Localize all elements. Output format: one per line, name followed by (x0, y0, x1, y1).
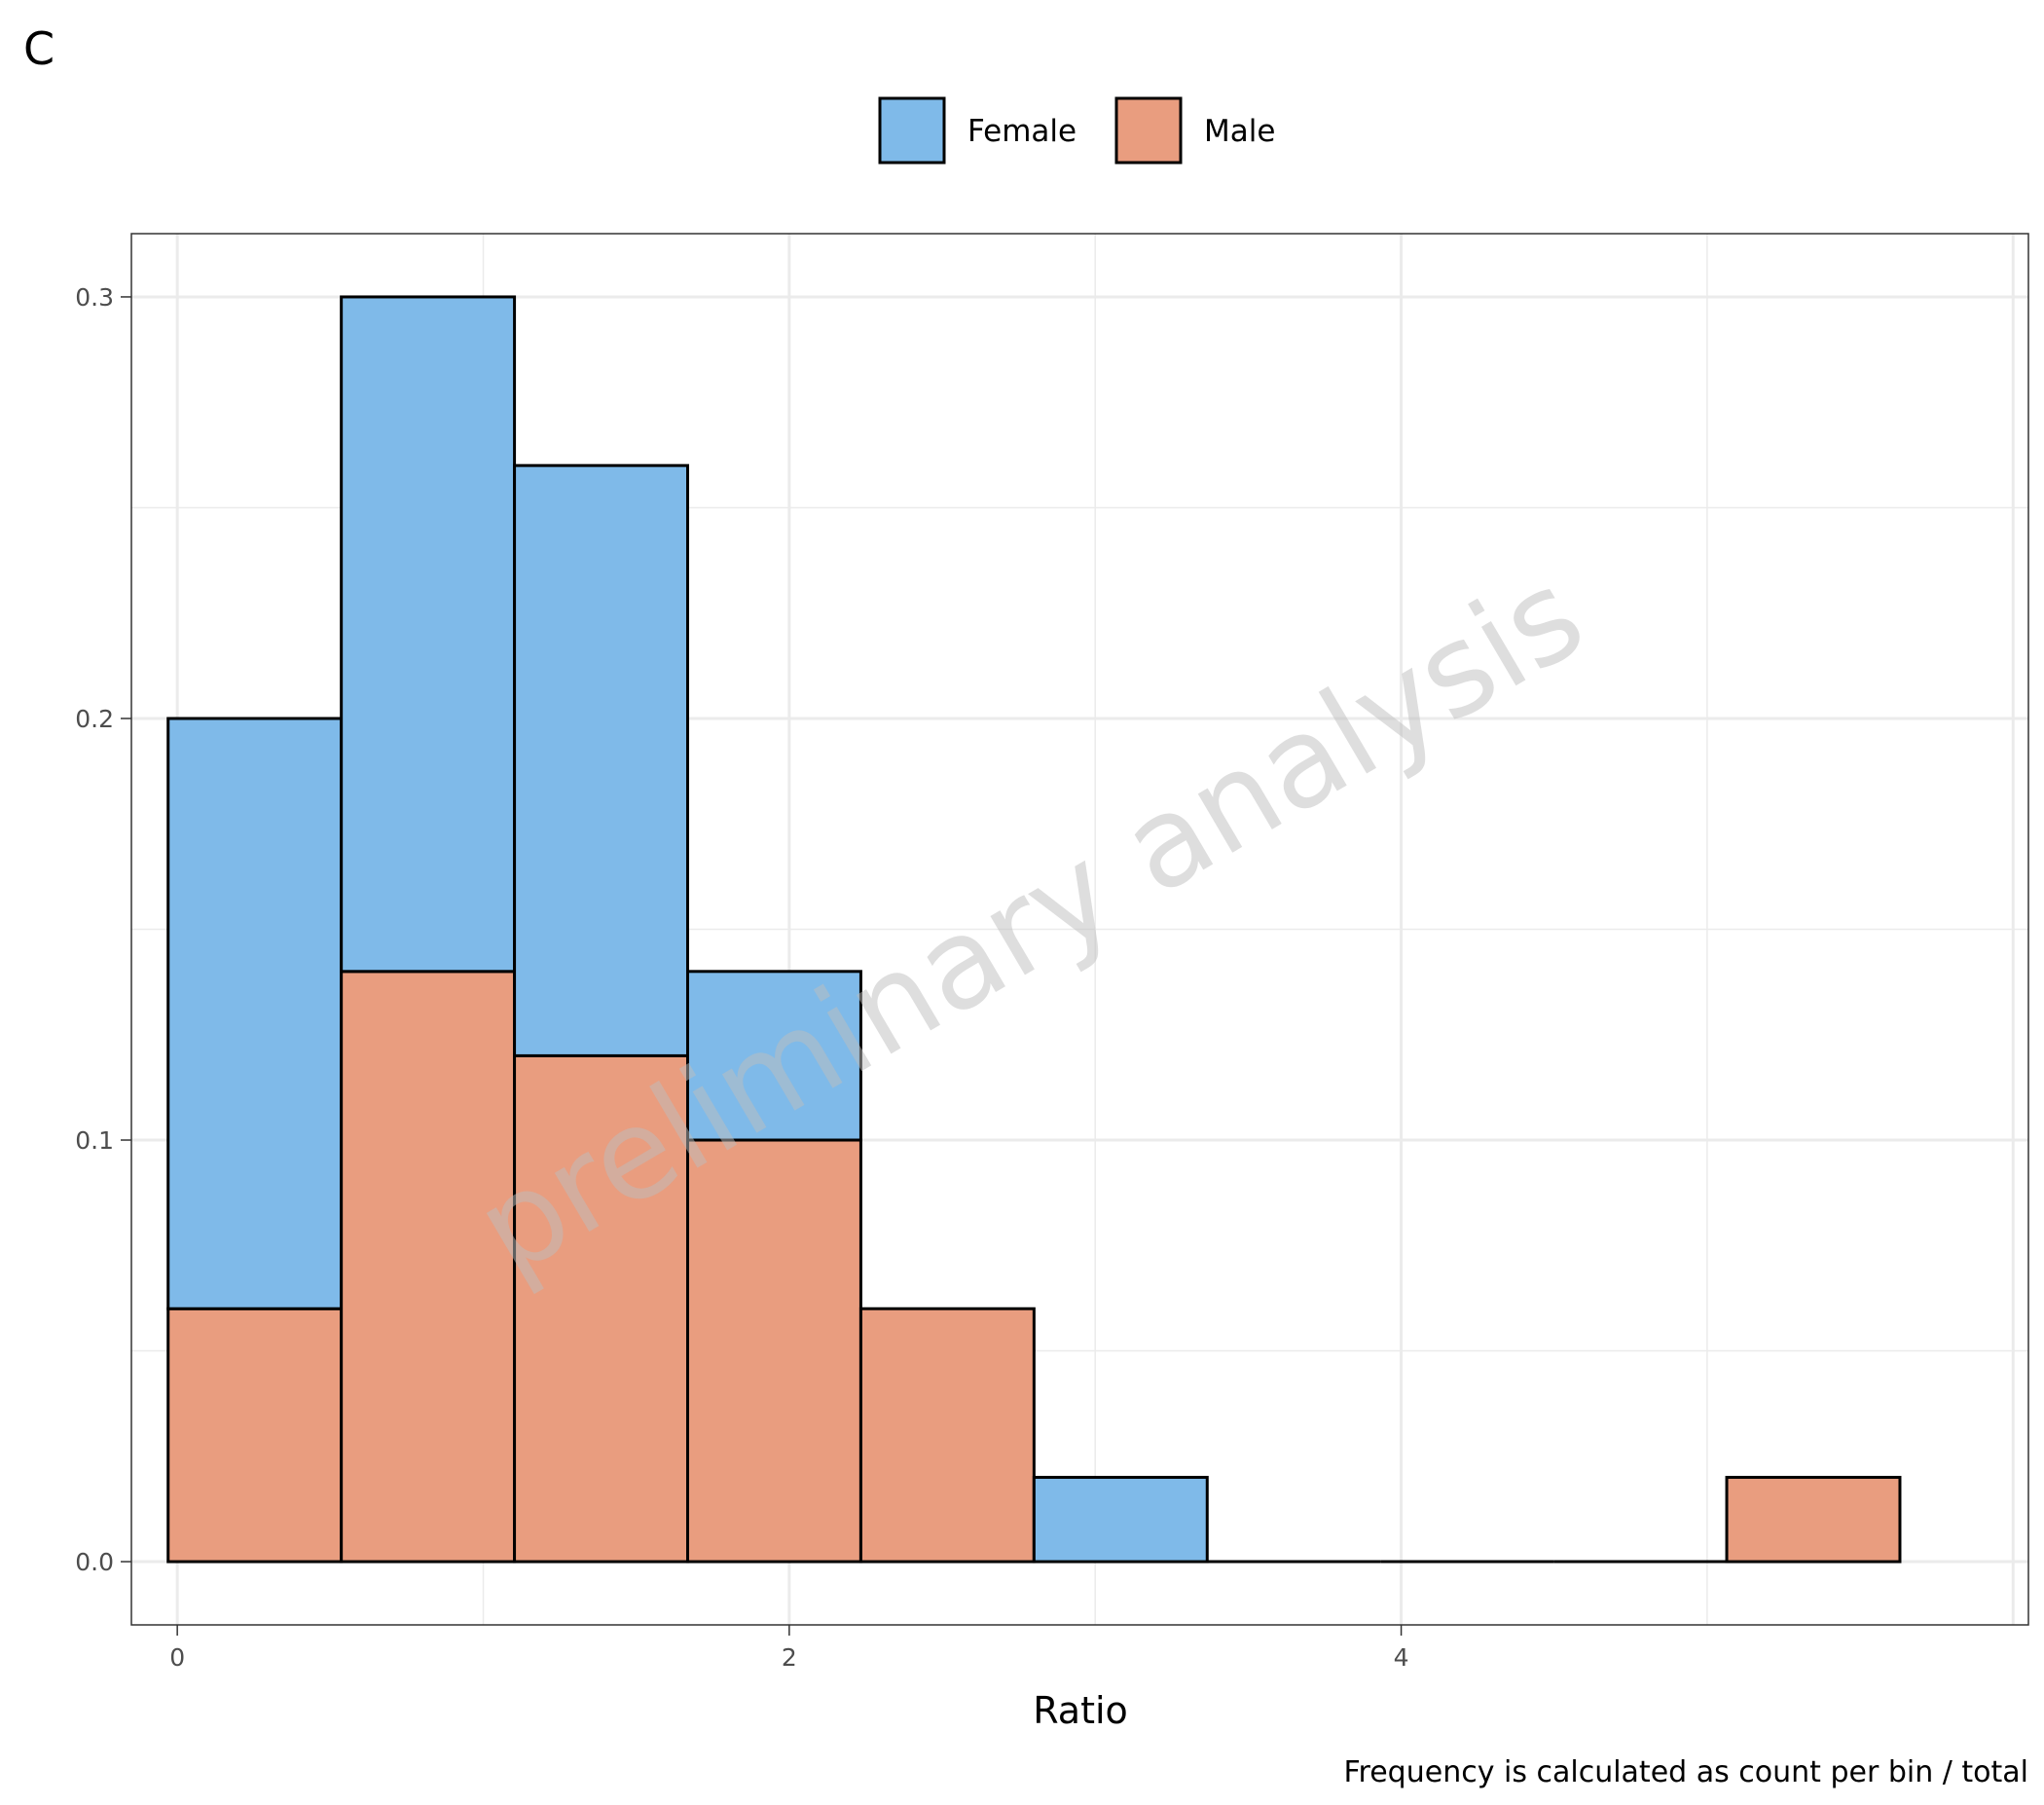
bar-female (1032, 1475, 1209, 1564)
bar-male (685, 1138, 862, 1564)
panel-label: C (23, 22, 55, 75)
legend-key-female (878, 96, 946, 165)
legend-label-female: Female (967, 114, 1077, 149)
bars (166, 295, 1902, 1564)
legend-key-male (1114, 96, 1183, 165)
bar-male (858, 1307, 1036, 1564)
bar-male (340, 970, 517, 1564)
axes: 0.0 0.1 0.2 0.3 0 2 4 (75, 283, 1408, 1672)
y-tick-label: 0.3 (75, 283, 114, 312)
y-tick-label: 0.0 (75, 1548, 114, 1576)
bar-male (1725, 1475, 1902, 1564)
x-tick-label: 4 (1394, 1643, 1409, 1672)
bar-female (166, 717, 344, 1310)
plot-border (130, 233, 2029, 1626)
x-tick-label: 2 (782, 1643, 797, 1672)
bar-female (513, 463, 689, 1057)
y-tick-label: 0.1 (75, 1126, 114, 1155)
caption: Frequency is calculated as count per bin… (1343, 1755, 2028, 1789)
bar-female (340, 295, 517, 974)
x-axis-title: Ratio (1033, 1689, 1128, 1732)
legend: Female Male (878, 96, 1275, 165)
bar-male (513, 1053, 689, 1564)
bar-female (685, 970, 862, 1142)
bar-male (166, 1307, 344, 1564)
y-tick-label: 0.2 (75, 705, 114, 733)
legend-label-male: Male (1204, 114, 1275, 149)
x-tick-label: 0 (169, 1643, 185, 1672)
